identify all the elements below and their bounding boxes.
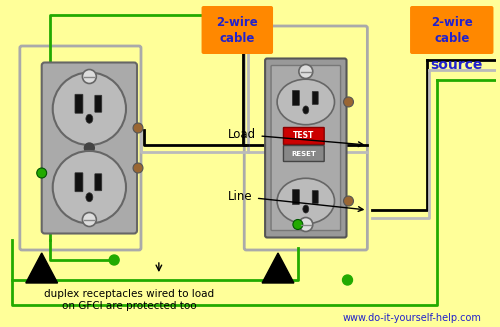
Circle shape	[84, 143, 94, 153]
FancyBboxPatch shape	[292, 91, 300, 105]
Text: 2-wire
cable: 2-wire cable	[216, 15, 258, 44]
Circle shape	[299, 64, 313, 78]
Circle shape	[36, 168, 46, 178]
FancyBboxPatch shape	[202, 6, 273, 54]
FancyBboxPatch shape	[284, 128, 324, 145]
Circle shape	[82, 213, 96, 227]
FancyBboxPatch shape	[271, 65, 340, 231]
FancyBboxPatch shape	[75, 94, 83, 113]
Ellipse shape	[86, 114, 93, 123]
FancyBboxPatch shape	[95, 95, 102, 112]
Ellipse shape	[277, 79, 334, 125]
Circle shape	[342, 275, 352, 285]
FancyBboxPatch shape	[312, 92, 318, 104]
Ellipse shape	[52, 151, 126, 224]
Circle shape	[133, 163, 143, 173]
Text: RESET: RESET	[292, 150, 316, 157]
Circle shape	[133, 123, 143, 133]
FancyBboxPatch shape	[292, 190, 300, 204]
Circle shape	[344, 196, 353, 206]
Circle shape	[109, 255, 119, 265]
FancyBboxPatch shape	[265, 59, 346, 237]
Text: duplex receptacles wired to load
on GFCI are protected too: duplex receptacles wired to load on GFCI…	[44, 289, 214, 311]
Ellipse shape	[86, 193, 93, 202]
Circle shape	[299, 217, 313, 232]
Ellipse shape	[303, 205, 309, 213]
Text: 2-wire
cable: 2-wire cable	[431, 15, 472, 44]
FancyBboxPatch shape	[284, 146, 324, 162]
Polygon shape	[262, 253, 294, 283]
FancyBboxPatch shape	[410, 6, 494, 54]
Text: Line: Line	[228, 190, 363, 211]
Text: source: source	[430, 58, 483, 72]
Text: www.do-it-yourself-help.com: www.do-it-yourself-help.com	[342, 313, 481, 323]
Ellipse shape	[303, 106, 309, 114]
FancyBboxPatch shape	[95, 174, 102, 191]
Circle shape	[293, 219, 303, 230]
FancyBboxPatch shape	[42, 62, 137, 233]
Circle shape	[82, 70, 96, 83]
Polygon shape	[26, 253, 58, 283]
Ellipse shape	[52, 73, 126, 145]
FancyBboxPatch shape	[75, 173, 83, 192]
Text: Load: Load	[228, 128, 363, 146]
Text: TEST: TEST	[293, 131, 314, 141]
Circle shape	[344, 97, 353, 107]
Ellipse shape	[277, 178, 334, 224]
FancyBboxPatch shape	[312, 191, 318, 203]
